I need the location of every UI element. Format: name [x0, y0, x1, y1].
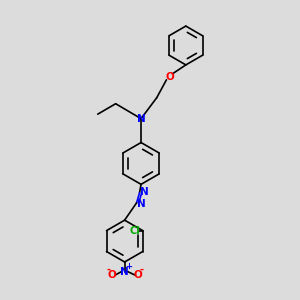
Text: -: -	[140, 265, 144, 275]
Text: N: N	[120, 266, 129, 277]
Text: O: O	[134, 270, 142, 280]
Text: Cl: Cl	[130, 226, 141, 236]
Text: +: +	[125, 262, 132, 271]
Text: -: -	[106, 265, 110, 275]
Text: N: N	[140, 187, 149, 197]
Text: N: N	[137, 114, 146, 124]
Text: O: O	[108, 270, 116, 280]
Text: N: N	[137, 199, 146, 209]
Text: O: O	[165, 72, 174, 82]
